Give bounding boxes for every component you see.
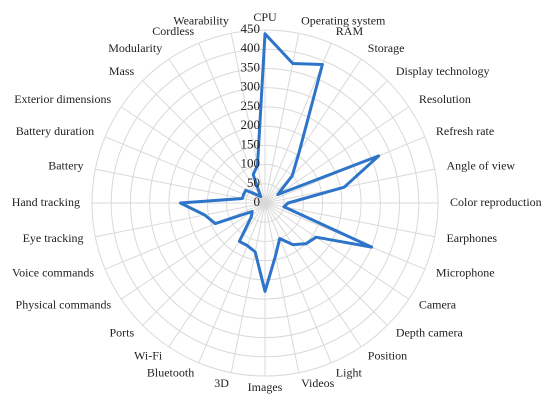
spoke <box>120 106 266 204</box>
category-label: Videos <box>301 376 335 390</box>
category-label: Battery duration <box>16 124 94 138</box>
category-label: Light <box>336 366 363 380</box>
category-label: Images <box>248 380 283 394</box>
category-label: Operating system <box>301 13 386 27</box>
category-label: Cordless <box>152 24 194 38</box>
r-tick-label: 450 <box>241 21 261 36</box>
spoke <box>142 80 266 204</box>
spoke <box>168 202 266 348</box>
category-label: Earphones <box>446 231 497 245</box>
category-label: Bluetooth <box>147 366 194 380</box>
spoke <box>104 136 266 204</box>
r-tick-label: 50 <box>247 175 260 190</box>
spoke <box>264 168 435 204</box>
spoke <box>264 33 300 204</box>
r-tick-label: 400 <box>241 40 261 55</box>
category-label: Microphone <box>436 266 495 280</box>
spoke <box>264 202 435 238</box>
category-label: CPU <box>253 10 277 24</box>
category-label: Refresh rate <box>436 124 494 138</box>
spoke <box>264 106 410 204</box>
r-tick-label: 300 <box>241 79 261 94</box>
spoke <box>104 202 266 270</box>
spoke <box>95 202 266 238</box>
category-label: Hand tracking <box>12 195 80 209</box>
category-label: Color reproduction <box>450 195 542 209</box>
spoke <box>264 202 362 348</box>
category-label: RAM <box>336 24 364 38</box>
spoke <box>95 168 266 204</box>
spoke <box>264 202 388 326</box>
data-line <box>178 32 381 293</box>
spoke <box>120 202 266 300</box>
spoke <box>230 33 266 204</box>
r-tick-label: 200 <box>241 117 261 132</box>
r-tick-label: 0 <box>254 194 261 209</box>
category-label: Eye tracking <box>23 231 84 245</box>
spoke <box>264 80 388 204</box>
category-label: Voice commands <box>12 266 94 280</box>
category-label: Mass <box>109 64 135 78</box>
spoke <box>168 58 266 204</box>
r-tick-label: 250 <box>241 98 261 113</box>
category-label: Battery <box>48 159 83 173</box>
category-label: Camera <box>419 298 457 312</box>
category-label: Modularity <box>108 41 162 55</box>
category-label: Angle of view <box>446 159 515 173</box>
category-label: Exterior dimensions <box>14 92 111 106</box>
category-label: Storage <box>368 41 405 55</box>
spoke <box>142 202 266 326</box>
spoke <box>230 202 266 373</box>
category-label: Depth camera <box>396 326 464 340</box>
spoke <box>264 202 332 364</box>
category-label: Display technology <box>396 64 490 78</box>
category-label: Physical commands <box>16 298 112 312</box>
spoke <box>264 202 300 373</box>
category-label: 3D <box>214 376 229 390</box>
spoke <box>264 202 410 300</box>
category-label: Wearability <box>173 13 229 27</box>
r-tick-label: 150 <box>241 136 261 151</box>
category-label: Resolution <box>419 92 471 106</box>
category-label: Wi-Fi <box>134 349 163 363</box>
spoke <box>198 202 266 364</box>
category-label: Position <box>368 349 407 363</box>
r-tick-label: 350 <box>241 59 261 74</box>
category-label: Ports <box>109 326 134 340</box>
spoke <box>264 58 362 204</box>
r-tick-label: 100 <box>241 156 261 171</box>
